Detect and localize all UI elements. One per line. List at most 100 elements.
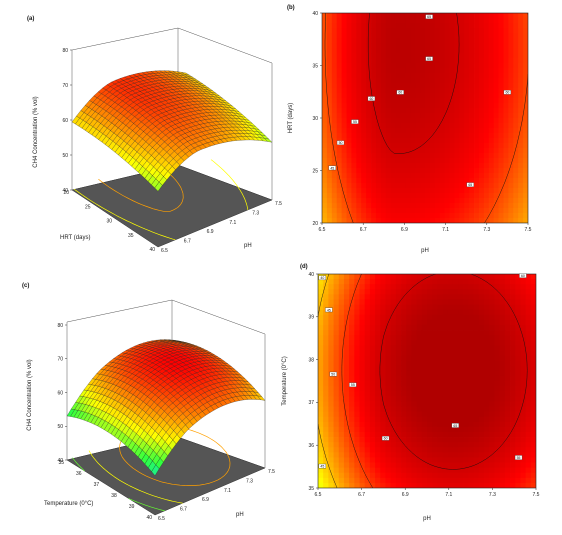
heat-cell xyxy=(434,118,441,124)
heat-cell xyxy=(520,416,527,423)
heat-cell xyxy=(411,355,418,362)
heat-cell xyxy=(499,442,506,448)
heat-cell xyxy=(432,299,438,305)
heat-cell xyxy=(406,350,412,356)
heat-cell xyxy=(525,274,532,280)
heat-cell xyxy=(504,375,511,382)
heat-cell xyxy=(411,426,418,433)
heat-cell xyxy=(390,178,396,184)
heat-cell xyxy=(322,53,328,59)
heat-cell xyxy=(447,462,454,469)
heat-cell xyxy=(346,213,352,219)
heat-cell xyxy=(351,183,357,189)
heat-cell xyxy=(488,218,495,223)
heat-cell xyxy=(439,198,446,204)
heat-cell xyxy=(359,467,366,474)
heat-cell xyxy=(323,324,329,331)
heat-cell xyxy=(421,472,428,479)
heat-cell xyxy=(385,350,392,356)
heat-cell xyxy=(349,294,355,300)
heat-cell xyxy=(468,406,475,412)
heat-cell xyxy=(328,330,334,336)
heat-cell xyxy=(452,365,459,372)
heat-cell xyxy=(338,406,345,412)
heat-cell xyxy=(400,28,406,34)
heat-cell xyxy=(405,163,411,169)
heat-cell xyxy=(354,482,360,488)
heat-cell xyxy=(411,406,418,412)
heat-cell xyxy=(395,133,401,139)
heat-cell xyxy=(346,83,352,89)
heat-cell xyxy=(473,324,480,331)
heat-cell xyxy=(483,153,490,159)
heat-cell xyxy=(525,462,532,469)
heat-cell xyxy=(434,103,441,109)
heat-cell xyxy=(351,143,357,149)
heat-cell xyxy=(515,391,521,397)
heat-cell xyxy=(359,452,366,458)
heat-cell xyxy=(343,319,350,326)
heat-cell xyxy=(523,48,528,54)
heat-cell xyxy=(401,477,407,484)
heat-cell xyxy=(432,319,438,326)
heat-cell xyxy=(420,143,426,149)
heat-cell xyxy=(449,108,455,114)
heat-cell xyxy=(530,360,536,367)
heat-cell xyxy=(488,163,495,169)
heat-cell xyxy=(530,386,536,392)
heat-cell xyxy=(513,98,519,104)
heat-cell xyxy=(341,143,347,149)
heat-cell xyxy=(489,416,495,423)
heat-cell xyxy=(458,304,464,311)
heat-cell xyxy=(375,38,382,44)
heat-cell xyxy=(488,118,495,124)
heat-cell xyxy=(468,396,475,402)
heat-cell xyxy=(484,421,490,428)
heat-cell xyxy=(323,309,329,316)
heat-cell xyxy=(385,284,392,290)
heat-cell xyxy=(349,416,355,423)
heat-cell xyxy=(354,442,360,448)
heat-cell xyxy=(525,365,532,372)
heat-cell xyxy=(415,68,421,74)
heat-cell xyxy=(421,340,428,346)
heat-cell xyxy=(523,73,528,79)
heat-cell xyxy=(449,168,455,174)
heat-cell xyxy=(326,123,333,129)
heat-cell xyxy=(513,23,519,29)
heat-cell xyxy=(380,178,387,184)
heat-cell xyxy=(452,396,459,402)
heat-cell xyxy=(366,83,372,89)
heat-cell xyxy=(439,38,446,44)
heat-cell xyxy=(318,477,324,484)
heat-cell xyxy=(530,406,536,412)
heat-cell xyxy=(503,178,509,184)
heat-cell xyxy=(442,314,449,321)
heat-cell xyxy=(515,365,521,372)
heat-cell xyxy=(361,208,367,214)
heat-cell xyxy=(488,98,495,104)
heat-cell xyxy=(411,289,418,295)
heat-cell xyxy=(343,401,350,407)
heat-cell xyxy=(343,350,350,356)
heat-cell xyxy=(349,411,355,418)
heat-cell xyxy=(380,218,387,223)
heat-cell xyxy=(410,158,416,164)
heat-cell xyxy=(343,284,350,290)
heat-cell xyxy=(420,13,426,19)
heat-cell xyxy=(331,38,338,44)
heat-cell xyxy=(468,467,475,474)
heat-cell xyxy=(336,28,343,34)
heat-cell xyxy=(454,103,460,109)
heat-cell xyxy=(474,173,480,179)
heat-cell xyxy=(459,33,465,39)
heat-cell xyxy=(449,133,455,139)
heat-cell xyxy=(469,13,475,19)
heat-cell xyxy=(515,396,521,402)
heat-cell xyxy=(464,88,470,94)
heat-cell xyxy=(420,78,426,84)
heat-cell xyxy=(333,345,340,351)
heat-cell xyxy=(385,173,392,179)
heat-cell xyxy=(401,335,407,341)
heat-cell xyxy=(356,143,362,149)
